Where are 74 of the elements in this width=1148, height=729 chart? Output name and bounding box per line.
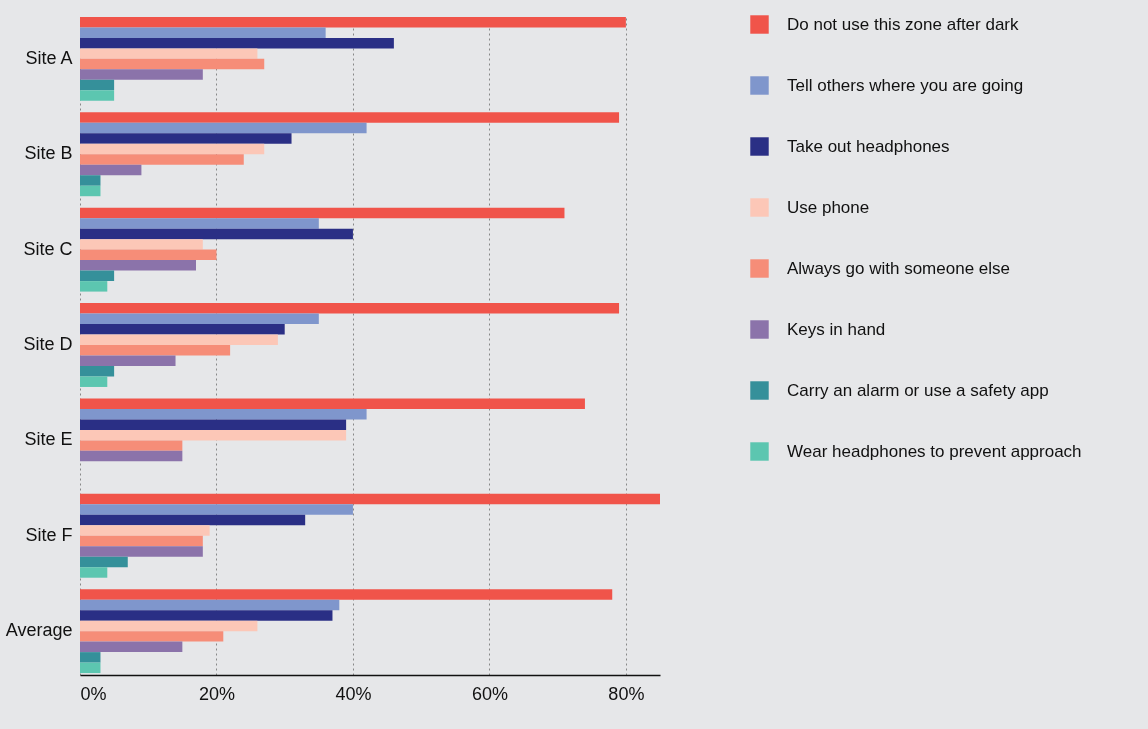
bar (80, 631, 224, 642)
bar (80, 228, 353, 240)
bar (80, 37, 394, 49)
bar (80, 514, 306, 526)
y-tick-label: Site B (24, 143, 73, 164)
bar (80, 207, 565, 219)
bar (80, 239, 203, 250)
bar (80, 376, 108, 387)
bar (80, 79, 115, 91)
bar (80, 164, 142, 176)
bar (80, 16, 626, 28)
legend-label: Wear headphones to prevent approach (787, 441, 1082, 461)
x-tick-label: 0% (80, 683, 107, 704)
bar (80, 154, 244, 165)
bar (80, 58, 265, 70)
x-tick-label: 80% (608, 683, 645, 704)
bar (80, 260, 196, 271)
bar (80, 440, 183, 451)
y-tick-label: Average (5, 620, 73, 641)
bar (80, 48, 258, 59)
bar (80, 185, 101, 197)
legend-label: Keys in hand (787, 319, 886, 339)
bar (80, 324, 285, 335)
legend-label: Use phone (787, 197, 870, 217)
y-tick-label: Site E (24, 429, 73, 450)
bar (80, 450, 183, 462)
legend-label: Take out headphones (787, 136, 950, 156)
bar (80, 69, 203, 80)
bar (80, 589, 613, 600)
legend-label: Always go with someone else (787, 258, 1011, 278)
bar (80, 525, 210, 536)
y-tick-label: Site C (23, 238, 73, 259)
bar (80, 493, 660, 505)
bar (80, 175, 101, 186)
bar (80, 334, 278, 345)
bar (80, 303, 620, 314)
bar (80, 662, 101, 674)
bar (80, 218, 319, 229)
y-tick-label: Site A (25, 47, 73, 68)
bar (80, 599, 340, 611)
bar (80, 504, 353, 515)
bar (80, 355, 176, 366)
bar (80, 567, 108, 578)
x-tick-label: 60% (471, 683, 508, 704)
legend-label: Carry an alarm or use a safety app (787, 380, 1049, 400)
bar (80, 112, 620, 123)
bar (80, 620, 258, 632)
bar (80, 313, 319, 325)
bar (80, 652, 101, 663)
bar (80, 535, 203, 547)
bar (80, 610, 333, 621)
bar (80, 429, 347, 441)
bar (80, 641, 183, 653)
bar (80, 556, 128, 568)
x-tick-label: 40% (335, 683, 372, 704)
bar (80, 122, 367, 134)
legend-label: Do not use this zone after dark (787, 14, 1020, 34)
bar (80, 419, 347, 430)
y-tick-label: Site F (25, 524, 73, 545)
bar (80, 408, 367, 420)
x-tick-label: 20% (198, 683, 235, 704)
bar (80, 90, 115, 101)
legend-label: Tell others where you are going (787, 75, 1024, 95)
bar (80, 133, 292, 144)
bar (80, 143, 265, 155)
bar (80, 365, 115, 377)
bar (80, 281, 108, 292)
bar (80, 546, 203, 557)
y-tick-label: Site D (23, 334, 73, 354)
bar (80, 27, 326, 38)
bar (80, 398, 585, 409)
bar (80, 249, 217, 261)
bar (80, 345, 231, 356)
bar (80, 270, 115, 282)
